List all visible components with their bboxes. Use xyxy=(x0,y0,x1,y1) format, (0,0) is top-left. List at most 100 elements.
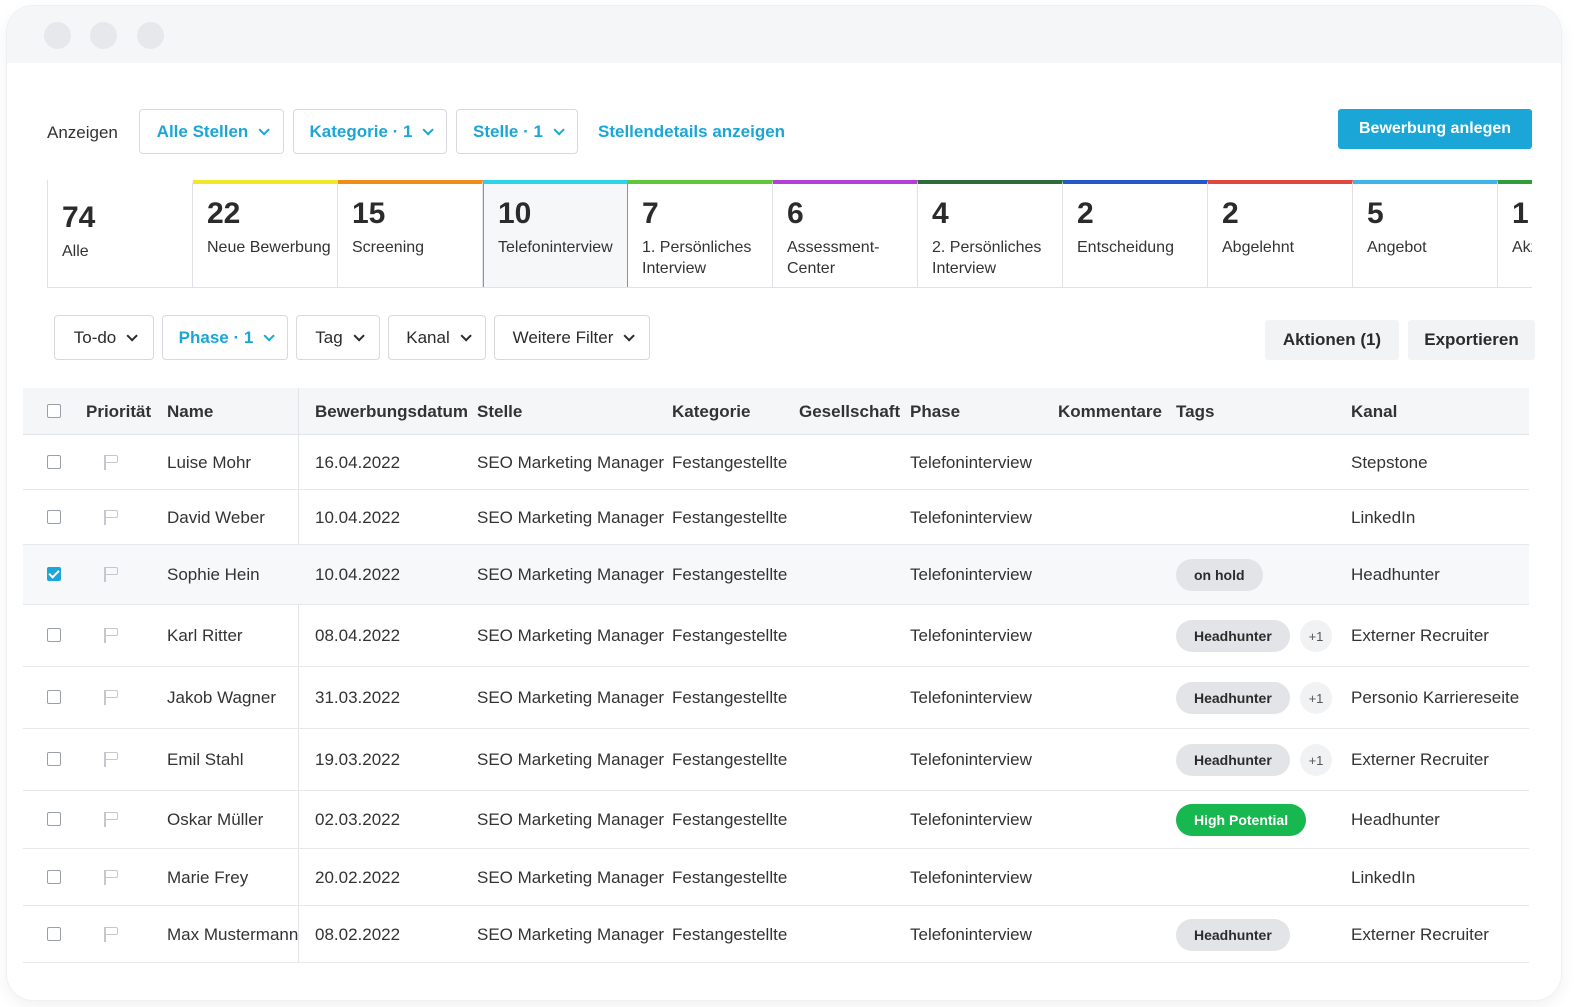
stage-count: 5 xyxy=(1367,197,1384,230)
column-comments[interactable]: Kommentare xyxy=(1058,402,1162,421)
job-dropdown[interactable]: Stelle · 1 xyxy=(456,109,578,154)
applicant-name[interactable]: Max Mustermann xyxy=(167,925,299,944)
priority-flag-icon[interactable] xyxy=(103,454,119,470)
priority-flag-icon[interactable] xyxy=(103,566,119,582)
row-checkbox[interactable] xyxy=(47,752,61,766)
chevron-down-icon xyxy=(258,123,271,136)
more-tags-badge[interactable]: +1 xyxy=(1300,682,1332,714)
tag-badge[interactable]: Headhunter xyxy=(1176,682,1290,714)
applicant-name[interactable]: Marie Frey xyxy=(167,868,249,887)
application-date: 10.04.2022 xyxy=(315,508,401,527)
stage-card-akz[interactable]: 1 Akz xyxy=(1498,180,1532,287)
table-row[interactable]: Jakob Wagner 31.03.2022 SEO Marketing Mana… xyxy=(23,667,1529,729)
job-category: Festangestellte xyxy=(672,453,788,472)
stage-card-alle[interactable]: 74 Alle xyxy=(48,180,193,287)
category-dropdown[interactable]: Kategorie · 1 xyxy=(293,109,447,154)
phase-filter[interactable]: Phase · 1 xyxy=(162,315,288,360)
column-name[interactable]: Name xyxy=(167,402,214,421)
row-checkbox[interactable] xyxy=(47,455,61,469)
column-channel[interactable]: Kanal xyxy=(1351,402,1398,421)
stage-card-screening[interactable]: 15 Screening xyxy=(338,180,483,287)
tag-badge[interactable]: Headhunter xyxy=(1176,620,1290,652)
priority-flag-icon[interactable] xyxy=(103,627,119,643)
window-close-dot[interactable] xyxy=(44,22,71,49)
stage-label: Alle xyxy=(62,243,89,260)
row-checkbox[interactable] xyxy=(47,628,61,642)
window-maximize-dot[interactable] xyxy=(137,22,164,49)
category-label: Kategorie · 1 xyxy=(309,121,413,141)
row-checkbox[interactable] xyxy=(47,567,61,581)
applicant-name[interactable]: Oskar Müller xyxy=(167,810,264,829)
tag-badge[interactable]: Headhunter xyxy=(1176,744,1290,776)
stage-card-entscheidung[interactable]: 2 Entscheidung xyxy=(1063,180,1208,287)
table-row[interactable]: Karl Ritter 08.04.2022 SEO Marketing Manag… xyxy=(23,605,1529,667)
table-row[interactable]: Max Mustermann 08.02.2022 SEO Marketing Ma… xyxy=(23,906,1529,963)
row-checkbox[interactable] xyxy=(47,510,61,524)
channel-filter[interactable]: Kanal xyxy=(388,315,486,360)
stage-count: 1 xyxy=(1512,197,1529,230)
more-filters-dropdown[interactable]: Weitere Filter xyxy=(494,315,650,360)
stage-card-abgelehnt[interactable]: 2 Abgelehnt xyxy=(1208,180,1353,287)
more-tags-badge[interactable]: +1 xyxy=(1300,620,1332,652)
applicant-name[interactable]: Jakob Wagner xyxy=(167,688,276,707)
applicant-name[interactable]: Emil Stahl xyxy=(167,750,244,769)
row-checkbox[interactable] xyxy=(47,927,61,941)
tag-filter[interactable]: Tag xyxy=(296,315,380,360)
applicant-name[interactable]: Karl Ritter xyxy=(167,626,243,645)
column-priority[interactable]: Priorität xyxy=(86,402,152,421)
table-row[interactable]: Luise Mohr 16.04.2022 SEO Marketing Manage… xyxy=(23,435,1529,490)
table-row[interactable]: Sophie Hein 10.04.2022 SEO Marketing Manag… xyxy=(23,545,1529,605)
row-checkbox[interactable] xyxy=(47,690,61,704)
export-button[interactable]: Exportieren xyxy=(1408,320,1535,360)
stage-card-assessment-center[interactable]: 6 Assessment-Center xyxy=(773,180,918,287)
row-checkbox[interactable] xyxy=(47,870,61,884)
table-row[interactable]: Oskar Müller 02.03.2022 SEO Marketing Mana… xyxy=(23,791,1529,849)
chevron-down-icon xyxy=(263,329,276,342)
priority-flag-icon[interactable] xyxy=(103,751,119,767)
job-details-link[interactable]: Stellendetails anzeigen xyxy=(598,122,786,141)
actions-button[interactable]: Aktionen (1) xyxy=(1265,320,1399,360)
phase-cell: Telefoninterview xyxy=(910,565,1032,584)
column-tags[interactable]: Tags xyxy=(1176,402,1215,421)
column-phase[interactable]: Phase xyxy=(910,402,961,421)
select-all-checkbox[interactable] xyxy=(47,404,61,418)
job-title: SEO Marketing Manager xyxy=(477,453,665,472)
stage-card-2-persönliches-interview[interactable]: 4 2. Persönliches Interview xyxy=(918,180,1063,287)
tag-badge[interactable]: High Potential xyxy=(1176,804,1307,836)
window-minimize-dot[interactable] xyxy=(90,22,117,49)
priority-flag-icon[interactable] xyxy=(103,926,119,942)
column-company[interactable]: Gesellschaft xyxy=(799,402,901,421)
row-checkbox[interactable] xyxy=(47,812,61,826)
table-row[interactable]: David Weber 10.04.2022 SEO Marketing Manag… xyxy=(23,490,1529,545)
more-tags-badge[interactable]: +1 xyxy=(1300,744,1332,776)
job-title: SEO Marketing Manager xyxy=(477,810,665,829)
stage-card-1-persönliches-interview[interactable]: 7 1. Persönliches Interview xyxy=(628,180,773,287)
applicant-name[interactable]: David Weber xyxy=(167,508,265,527)
priority-flag-icon[interactable] xyxy=(103,869,119,885)
table-row[interactable]: Emil Stahl 19.03.2022 SEO Marketing Manage… xyxy=(23,729,1529,791)
applicant-name[interactable]: Sophie Hein xyxy=(167,565,260,584)
all-jobs-dropdown[interactable]: Alle Stellen xyxy=(139,109,284,154)
create-application-button[interactable]: Bewerbung anlegen xyxy=(1338,109,1532,149)
priority-flag-icon[interactable] xyxy=(103,509,119,525)
column-date[interactable]: Bewerbungsdatum xyxy=(315,402,469,421)
stage-card-telefoninterview[interactable]: 10 Telefoninterview xyxy=(483,180,628,287)
applicant-name[interactable]: Luise Mohr xyxy=(167,453,252,472)
column-job[interactable]: Stelle xyxy=(477,402,523,421)
todo-filter[interactable]: To-do xyxy=(54,315,154,360)
tag-badge[interactable]: Headhunter xyxy=(1176,919,1290,951)
table-row[interactable]: Marie Frey 20.02.2022 SEO Marketing Manage… xyxy=(23,849,1529,906)
stage-count: 74 xyxy=(62,201,96,234)
tag-badge[interactable]: on hold xyxy=(1176,559,1263,591)
column-category[interactable]: Kategorie xyxy=(672,402,751,421)
priority-flag-icon[interactable] xyxy=(103,811,119,827)
stage-card-neue-bewerbung[interactable]: 22 Neue Bewerbung xyxy=(193,180,338,287)
channel-filter-label: Kanal xyxy=(406,327,450,347)
priority-flag-icon[interactable] xyxy=(103,689,119,705)
stage-count: 2 xyxy=(1077,197,1094,230)
stage-count: 10 xyxy=(498,197,532,230)
stage-label: Assessment-Center xyxy=(787,239,880,277)
chevron-down-icon xyxy=(126,329,139,342)
job-category: Festangestellte xyxy=(672,626,788,645)
stage-card-angebot[interactable]: 5 Angebot xyxy=(1353,180,1498,287)
